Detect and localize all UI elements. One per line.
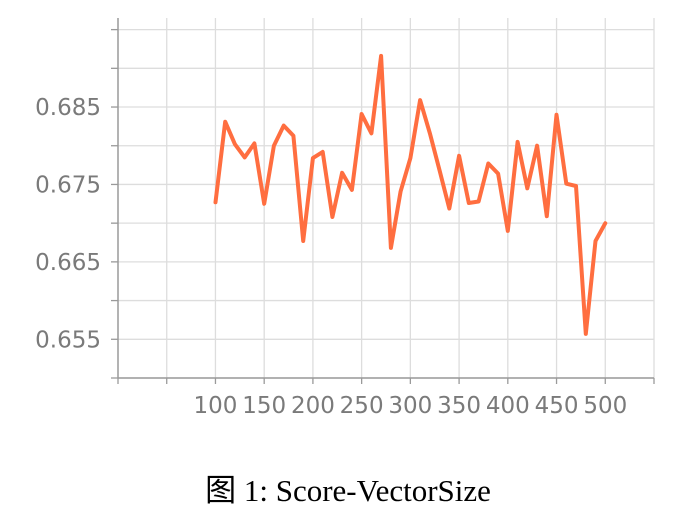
x-tick-label: 350 — [437, 393, 481, 419]
x-tick-label: 300 — [388, 393, 432, 419]
y-tick-label: 0.685 — [35, 95, 101, 121]
x-tick-label: 500 — [583, 393, 627, 419]
tick-labels: 0.655 0.665 0.675 0.685 100 150 200 250 300 350 40… — [35, 95, 627, 419]
figure-caption: 图 1: Score-VectorSize — [205, 473, 491, 508]
x-tick-label: 450 — [535, 393, 579, 419]
grid — [118, 18, 655, 379]
y-tick-label: 0.675 — [35, 172, 101, 198]
x-tick-label: 100 — [194, 393, 238, 419]
score-vectorsize-chart: 0.655 0.665 0.675 0.685 100 150 200 250 300 350 40… — [35, 18, 655, 419]
series-line — [213, 53, 608, 336]
series — [213, 53, 608, 336]
x-tick-label: 250 — [340, 393, 384, 419]
x-tick-label: 200 — [291, 393, 335, 419]
x-tick-label: 150 — [242, 393, 286, 419]
x-tick-label: 400 — [486, 393, 530, 419]
y-tick-label: 0.655 — [35, 327, 101, 353]
y-tick-label: 0.665 — [35, 250, 101, 276]
axes — [111, 18, 655, 384]
